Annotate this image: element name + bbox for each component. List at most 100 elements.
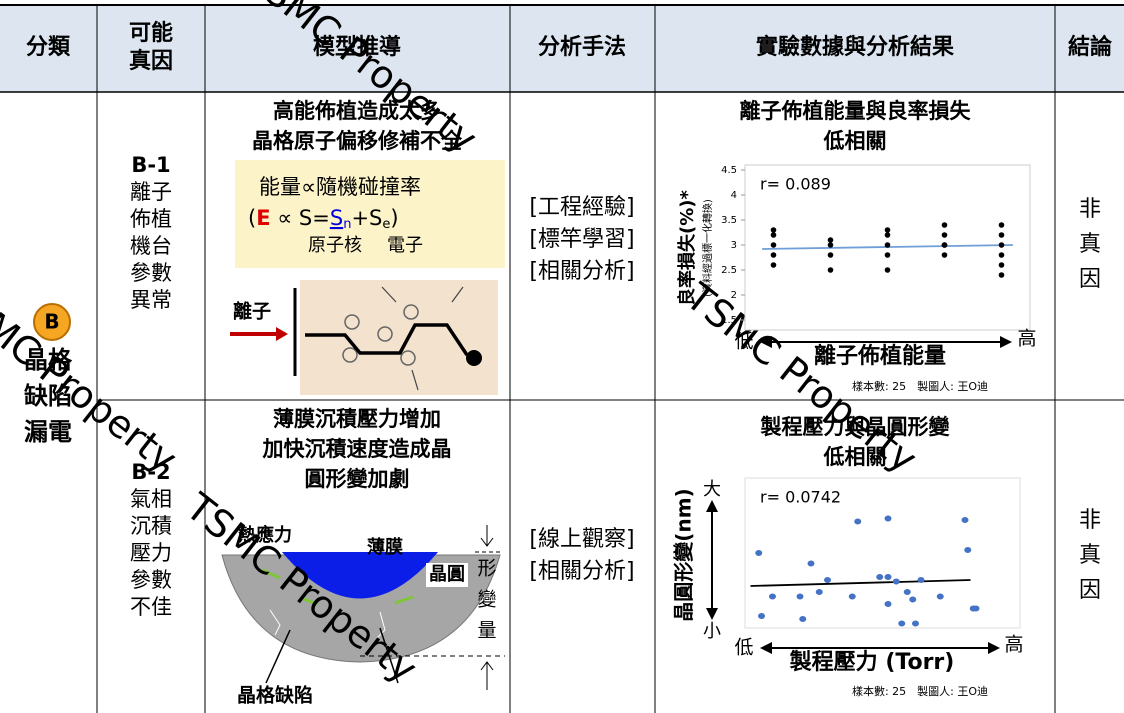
arrow-head: [988, 642, 1000, 654]
x-high: 高: [1004, 634, 1023, 656]
formula-part: ): [390, 206, 398, 230]
deformation-label: 量: [477, 620, 496, 642]
formula-part: E: [256, 206, 270, 230]
point: [799, 616, 807, 622]
point: [770, 232, 777, 238]
y-tick-label: 1.5: [721, 315, 737, 326]
cause: 異常: [130, 288, 172, 312]
table-lines: [0, 4, 1124, 713]
point: [884, 267, 891, 273]
chart-title: 離子佈植能量與良率損失: [740, 99, 972, 123]
point: [770, 262, 777, 268]
point: [884, 227, 891, 233]
point: [770, 252, 777, 258]
ion-diagram: [230, 280, 498, 395]
formula: (E ∝ S=Sn+Se): [248, 206, 399, 232]
ion-label: 離子: [233, 300, 271, 323]
method: [線上觀察]: [529, 527, 634, 552]
point: [941, 242, 948, 248]
header-cell: 實驗數據與分析結果: [756, 34, 954, 60]
point: [998, 262, 1005, 268]
point: [824, 577, 831, 583]
formula-part: S: [330, 206, 343, 230]
deformation-label: 形: [477, 558, 496, 580]
x-axis-label: 製程壓力 (Torr): [789, 649, 955, 675]
plot-area: [744, 477, 1021, 629]
stress-label: 熱應力: [238, 524, 292, 546]
point: [998, 242, 1005, 248]
header-cell: 模型推導: [313, 34, 401, 60]
conclusion: 非: [1079, 508, 1101, 533]
cause-id: B-2: [131, 460, 170, 484]
method: [相關分析]: [529, 259, 634, 284]
point: [941, 232, 948, 238]
point: [912, 620, 919, 627]
x-high: 高: [1017, 328, 1036, 350]
formula-part: n: [343, 217, 351, 232]
header-bg: [0, 5, 1124, 92]
point: [961, 517, 969, 523]
point: [884, 242, 891, 248]
point: [998, 252, 1005, 258]
y-tick-label: 4: [731, 190, 737, 201]
cause: 離子: [130, 180, 172, 204]
formula-part: e: [382, 217, 390, 232]
point: [941, 222, 948, 228]
conclusion: 因: [1079, 578, 1101, 603]
point: [884, 601, 892, 607]
cause: 不佳: [130, 595, 172, 619]
cause-id: B-1: [131, 153, 170, 177]
point: [796, 593, 804, 600]
model-title: 晶格原子偏移修補不全: [252, 129, 463, 153]
point: [770, 227, 777, 233]
conclusion: 非: [1079, 197, 1101, 222]
arrow-head: [760, 642, 772, 654]
point: [884, 515, 892, 522]
point: [998, 232, 1005, 238]
method: [工程經驗]: [529, 195, 634, 220]
arrow-head: [760, 336, 772, 348]
y-tick-label: 4.5: [721, 165, 737, 176]
cause: 佈植: [130, 207, 172, 231]
category: 缺陷: [24, 382, 72, 410]
arrow-head: [706, 608, 718, 620]
header-cell: 可能: [129, 20, 173, 46]
point: [917, 577, 925, 583]
point: [854, 518, 862, 525]
label-bg: [426, 563, 468, 587]
trend-line: [750, 579, 971, 587]
annotation: r= 0.0742: [760, 488, 841, 507]
point: [884, 232, 891, 238]
y-tick-label: 3.5: [721, 215, 737, 226]
cause: 機台: [130, 234, 172, 258]
point: [755, 550, 763, 556]
y-high: 大: [703, 479, 721, 500]
footnote: 樣本數: 25 製圖人: 王O迪: [852, 684, 988, 698]
y-tick-label: 2.5: [721, 265, 737, 276]
footnote: 樣本數: 25 製圖人: 王O迪: [852, 379, 988, 393]
y-axis-sublabel: (資料經過標一化轉換): [701, 199, 714, 297]
formula-label: 電子: [387, 235, 423, 256]
point: [827, 252, 834, 258]
point: [964, 547, 972, 553]
category: 晶格: [24, 346, 73, 374]
model-title: 薄膜沉積壓力增加: [273, 407, 441, 431]
y-tick-label: 3: [731, 240, 737, 251]
formula-label: 原子核: [308, 235, 362, 256]
chart-title: 低相關: [823, 445, 887, 469]
point: [807, 560, 815, 567]
cause: 氣相: [130, 487, 172, 511]
point: [758, 613, 765, 619]
model-title: 高能佈植造成太多: [273, 99, 441, 123]
header-cell: 結論: [1068, 34, 1113, 60]
y-axis-label: 晶圓形變(nm): [672, 488, 696, 621]
category: 漏電: [24, 418, 72, 446]
point: [941, 252, 948, 258]
formula-title: 能量∝隨機碰撞率: [259, 175, 421, 199]
model-title: 加快沉積速度造成晶: [262, 437, 452, 461]
formula-part: (: [248, 206, 256, 230]
point: [998, 222, 1005, 228]
film-label: 薄膜: [367, 536, 403, 558]
formula-part: +S: [351, 206, 382, 230]
point: [876, 574, 884, 580]
